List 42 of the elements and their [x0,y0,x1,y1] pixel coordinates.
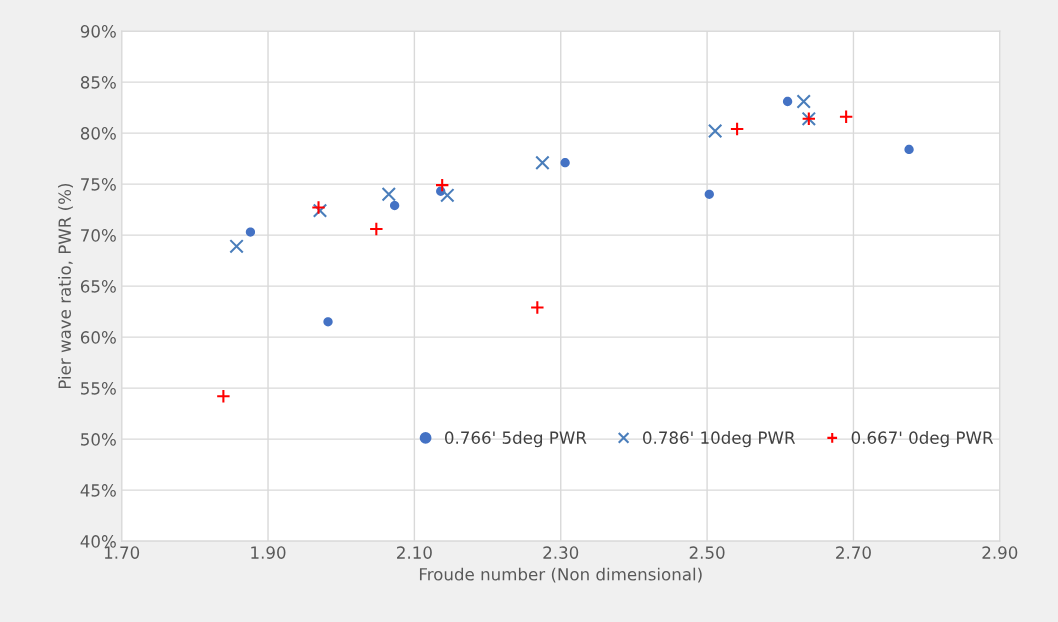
point [323,317,333,327]
y-tick-label: 85% [80,76,116,89]
x-tick-label: 2.70 [836,546,871,559]
y-tick-label: 50% [81,433,116,446]
x-tick-label: 1.70 [104,546,140,559]
point [796,94,811,109]
y-tick-label: 90% [80,25,116,38]
legend-label: 0.786' 10deg PWR [643,431,796,448]
y-tick-label: 55% [81,382,116,395]
point [216,389,231,404]
x-tick-label: 2.10 [397,546,432,559]
y-axis-title: Pier wave ratio, PWR (%) [58,183,73,389]
x-tick-label: 2.90 [982,546,1018,559]
x-tick-label: 1.90 [251,546,286,559]
point [904,144,914,155]
x-tick-label: 2.50 [689,546,725,559]
legend-label: 0.766' 5deg PWR [445,431,587,448]
y-tick-label: 45% [80,484,116,497]
x-axis-title: Froude number (Non dimensional) [419,567,702,583]
y-tick-label: 65% [80,280,116,293]
point [838,109,854,125]
point [245,227,256,237]
point [381,187,397,202]
x-tick-label: 2.30 [543,546,579,559]
point [530,300,545,315]
point [389,200,400,211]
y-tick-label: 75% [81,178,116,191]
point [704,189,714,199]
y-tick-label: 40% [80,535,116,548]
point [229,239,244,254]
legend-label: 0.667' 0deg PWR [851,431,994,448]
point [434,177,450,193]
point [729,121,745,137]
point [440,188,455,203]
point [369,221,384,237]
y-tick-label: 60% [80,331,116,344]
point [560,158,570,168]
y-tick-label: 80% [80,127,116,140]
point [707,123,723,139]
point [535,155,550,170]
y-tick-label: 70% [81,229,116,242]
point [782,96,793,107]
